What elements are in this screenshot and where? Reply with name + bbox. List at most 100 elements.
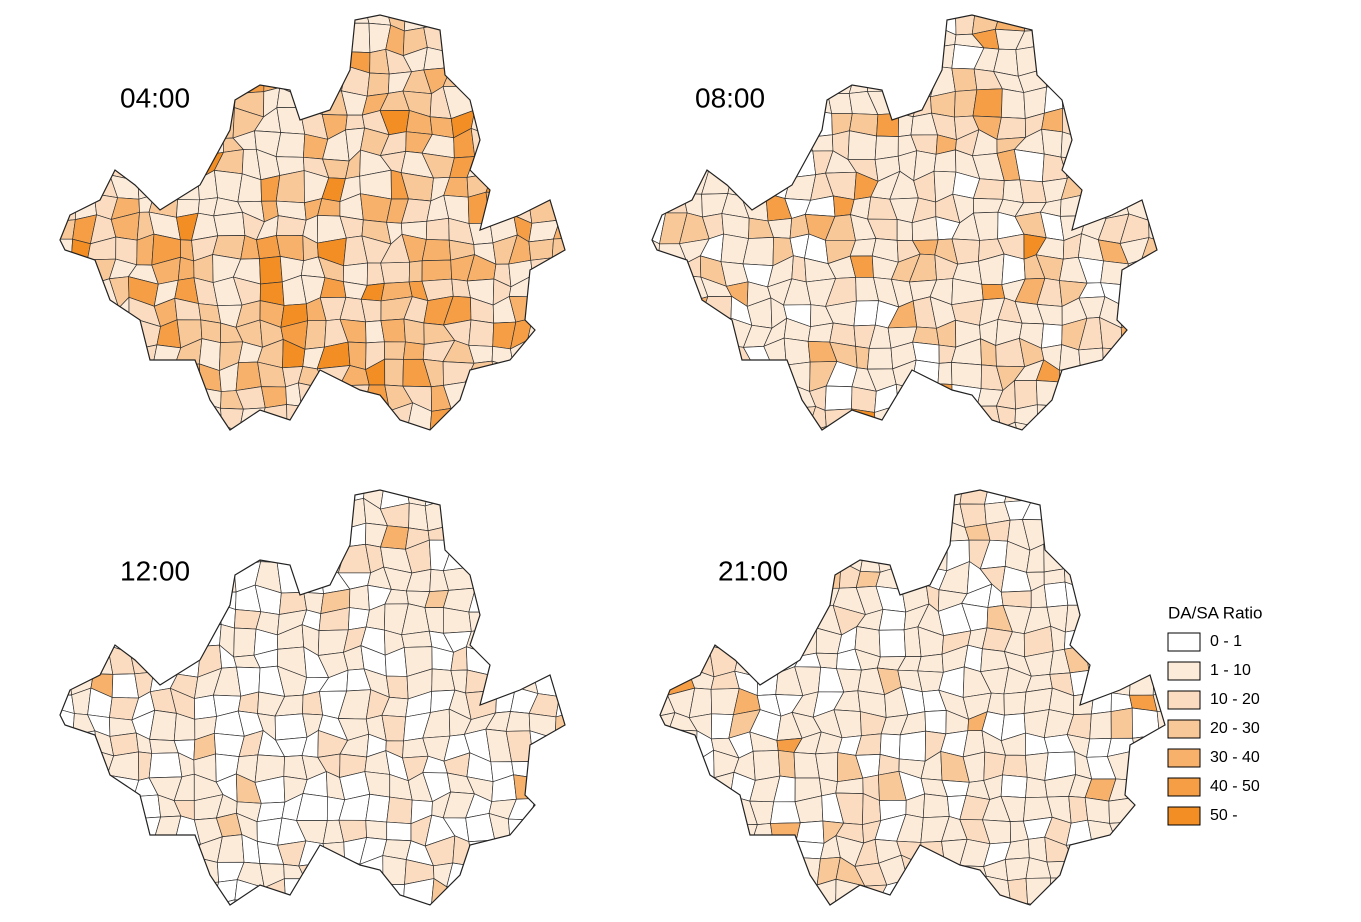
district [60, 548, 70, 572]
district [60, 23, 77, 51]
district [60, 382, 67, 409]
district [283, 878, 306, 905]
district [261, 447, 285, 475]
district [1120, 127, 1151, 157]
district [345, 114, 366, 131]
district [790, 857, 821, 886]
district [529, 583, 555, 610]
district [750, 838, 776, 859]
district [777, 750, 796, 779]
district [1134, 797, 1159, 824]
district [454, 897, 472, 905]
district [1085, 589, 1113, 606]
district [944, 886, 964, 904]
district [530, 602, 555, 632]
district [782, 67, 810, 96]
district [469, 897, 497, 905]
district [1084, 88, 1107, 117]
district [1129, 665, 1155, 696]
district [793, 752, 820, 779]
district [788, 108, 813, 139]
district [686, 627, 710, 646]
district [723, 24, 752, 50]
district [685, 814, 711, 844]
district [52, 918, 73, 922]
district [129, 360, 156, 389]
district [486, 65, 512, 97]
district [816, 902, 841, 905]
district [73, 279, 95, 308]
district [652, 295, 662, 329]
district [553, 85, 565, 119]
district [490, 674, 517, 691]
district [69, 87, 96, 111]
district [652, 400, 669, 430]
district [669, 770, 697, 798]
district [244, 497, 261, 528]
district [705, 128, 728, 161]
district [535, 158, 558, 181]
district [467, 23, 495, 53]
district [552, 408, 565, 430]
district [216, 540, 236, 573]
district [464, 51, 497, 73]
district [297, 449, 329, 471]
district [148, 490, 182, 504]
district [960, 445, 979, 472]
district [65, 502, 96, 530]
district [442, 607, 472, 634]
district [810, 447, 828, 474]
district [386, 796, 413, 825]
district [60, 109, 71, 134]
district [60, 524, 74, 553]
district [112, 406, 141, 428]
district [213, 452, 243, 476]
district [550, 382, 565, 410]
district [723, 115, 744, 133]
district [652, 157, 666, 180]
district [1178, 485, 1199, 508]
district [215, 490, 245, 508]
district [1170, 526, 1200, 542]
district [128, 132, 157, 159]
district [793, 562, 816, 589]
district [1120, 174, 1152, 204]
city-outline [59, 14, 566, 431]
district [1027, 903, 1053, 905]
district [1079, 45, 1107, 72]
district [94, 818, 117, 845]
district [571, 710, 598, 729]
district [652, 113, 667, 134]
district [471, 861, 487, 887]
district [1114, 836, 1139, 865]
district [430, 431, 448, 453]
district [1174, 855, 1199, 887]
district [762, 150, 792, 180]
district [425, 217, 450, 241]
district [527, 317, 560, 341]
district [86, 407, 117, 430]
district [732, 856, 757, 881]
district [1056, 427, 1084, 430]
district [1143, 24, 1157, 56]
district [996, 116, 1027, 140]
district [1045, 67, 1068, 88]
district [575, 175, 599, 199]
district [402, 429, 433, 430]
district [69, 650, 94, 676]
district [174, 842, 202, 864]
district [1058, 381, 1083, 413]
district [1081, 426, 1111, 430]
district [1041, 323, 1063, 349]
district [1142, 88, 1157, 113]
district [889, 404, 915, 430]
district [893, 448, 921, 471]
district [711, 490, 732, 509]
district [1164, 318, 1191, 342]
district [110, 856, 137, 878]
district [60, 897, 74, 905]
district [150, 34, 183, 56]
legend-swatch [1167, 632, 1201, 652]
district [762, 131, 792, 154]
district [474, 85, 496, 115]
